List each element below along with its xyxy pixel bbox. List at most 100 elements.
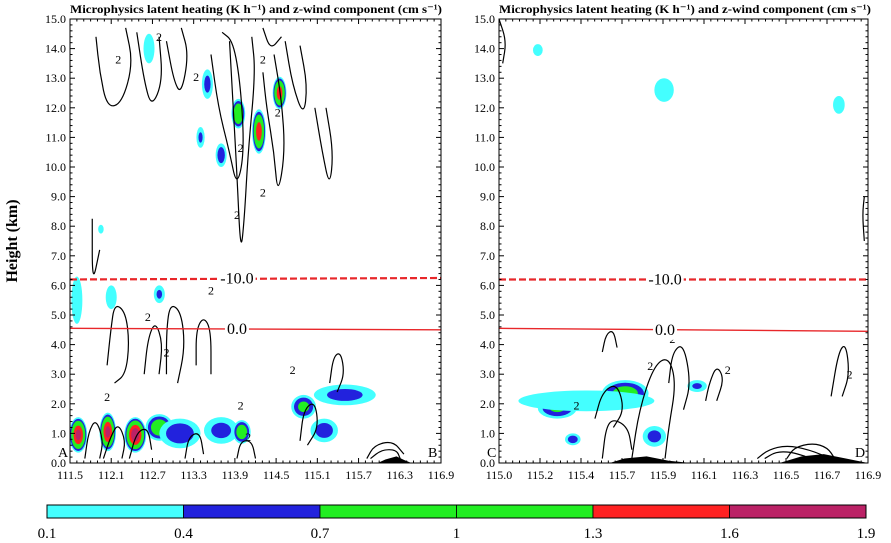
colorbar-tick-label: 1 <box>453 526 461 542</box>
heating-contour-fill <box>654 78 674 102</box>
w-contour-line <box>165 305 185 384</box>
contour-value-label: 2 <box>234 208 240 222</box>
y-tick-label: 3.0 <box>51 367 66 381</box>
colorbar-frame <box>46 504 867 519</box>
colorbar-tick-label: 1.3 <box>584 526 603 542</box>
y-tick-label: 9.0 <box>51 190 66 204</box>
y-tick-label: 7.0 <box>480 249 495 263</box>
heating-contour-fill <box>211 422 232 439</box>
heating-contour-fill <box>256 122 262 141</box>
x-tick-label: 116.1 <box>691 468 718 482</box>
section-end-label: B <box>428 446 437 461</box>
y-tick-label: 6.0 <box>480 278 495 292</box>
heating-cell <box>232 420 251 444</box>
panel-title: Microphysics latent heating (K h⁻¹) and … <box>70 2 442 16</box>
colorbar-tick-label: 1.6 <box>720 526 739 542</box>
heating-contour-fill <box>692 383 702 390</box>
w-contour-line <box>165 27 188 91</box>
heating-contour-fill <box>326 388 363 401</box>
contour-value-label: 2 <box>260 186 266 200</box>
contour-value-label: 2 <box>290 363 296 377</box>
colorbar-tick-label: 0.7 <box>311 526 330 542</box>
w-contour-line <box>499 19 506 64</box>
y-tick-label: 5.0 <box>51 308 66 322</box>
w-contour-line <box>764 451 806 460</box>
heating-cell <box>99 412 117 452</box>
w-contour-line <box>262 27 282 47</box>
heating-cell <box>313 384 376 406</box>
contour-value-label: 2 <box>245 430 251 444</box>
heating-cell <box>143 33 155 64</box>
contour-value-label: 2 <box>725 363 731 377</box>
y-tick-label: 4.0 <box>480 338 495 352</box>
heating-contour-fill <box>105 285 117 310</box>
heating-cell <box>310 418 338 443</box>
isotherm-label-bg <box>218 269 256 289</box>
heating-cell <box>687 380 707 392</box>
heating-cell <box>203 417 239 444</box>
y-tick-label: 6.0 <box>51 278 66 292</box>
heating-contour-fill <box>647 430 662 443</box>
x-tick-label: 115.7 <box>609 468 636 482</box>
contour-value-label: 2 <box>275 106 281 120</box>
x-tick-label: 115.9 <box>650 468 677 482</box>
heating-cell <box>565 433 581 446</box>
y-tick-label: 2.0 <box>51 397 66 411</box>
colorbar-bin <box>456 504 594 519</box>
y-tick-label: 5.0 <box>480 308 495 322</box>
isotherm-label: 0.0 <box>227 321 247 338</box>
y-tick-label: 15.0 <box>45 12 66 26</box>
heating-contour-fill <box>75 429 81 441</box>
heating-contour-fill <box>233 103 244 124</box>
w-contour-line <box>830 345 849 397</box>
heating-contour-fill <box>518 390 655 412</box>
heating-contour-fill <box>156 289 163 299</box>
y-tick-label: 13.0 <box>474 71 495 85</box>
heating-contour-fill <box>532 44 543 57</box>
w-contour-line <box>631 359 675 459</box>
heating-cell <box>532 44 543 57</box>
w-contour-line <box>236 440 257 459</box>
y-tick-label: 0.0 <box>51 456 66 470</box>
isotherm-line <box>70 327 441 331</box>
isotherm-label-bg <box>224 320 249 340</box>
heating-contour-fill <box>166 423 194 444</box>
w-contour-line <box>95 27 132 107</box>
heating-cell <box>642 426 667 447</box>
y-tick-label: 3.0 <box>480 367 495 381</box>
w-contour-line <box>195 319 212 375</box>
heating-cell <box>201 69 213 99</box>
heating-cell <box>833 95 845 114</box>
y-tick-label: 10.0 <box>45 160 66 174</box>
contour-value-label: 2 <box>193 70 199 84</box>
w-contours <box>499 19 865 460</box>
w-contour-line <box>228 36 255 243</box>
terrain <box>609 454 868 463</box>
w-contour-line <box>284 41 307 110</box>
y-tick-label: 8.0 <box>51 219 66 233</box>
y-tick-label: 11.0 <box>45 130 66 144</box>
heating-cell <box>70 417 88 453</box>
heating-cell <box>159 418 201 449</box>
y-tick-label: 2.0 <box>480 397 495 411</box>
heating-cell <box>105 285 117 310</box>
x-tick-label: 116.3 <box>386 468 413 482</box>
isotherm-label: 0.0 <box>655 322 675 339</box>
contour-value-label: 2 <box>260 52 266 66</box>
w-contour-line <box>329 353 344 393</box>
w-contour-line <box>601 420 633 459</box>
panel-right: 22222-10.00.00.01.02.03.04.05.06.07.08.0… <box>474 2 881 482</box>
heating-cell <box>215 143 227 167</box>
y-tick-label: 14.0 <box>474 42 495 56</box>
panel-left: 2 2 2 2 2 2 2 2 2 2 2 2 2 2 2 -10.0 0.0 0.0 1.0 2.0 3.0 4.0 5.… <box>4 2 454 482</box>
contour-value-label: 2 <box>115 52 121 66</box>
contour-value-label: 2 <box>163 345 169 359</box>
contour-value-label: 2 <box>647 359 653 373</box>
w-contour-line <box>262 54 285 187</box>
w-contour-line <box>668 346 690 410</box>
y-tick-label: 0.0 <box>480 456 495 470</box>
w-contour-line <box>862 196 865 242</box>
heating-cell <box>654 78 674 102</box>
w-contour-line <box>705 368 723 402</box>
contour-value-label: 2 <box>208 283 214 297</box>
